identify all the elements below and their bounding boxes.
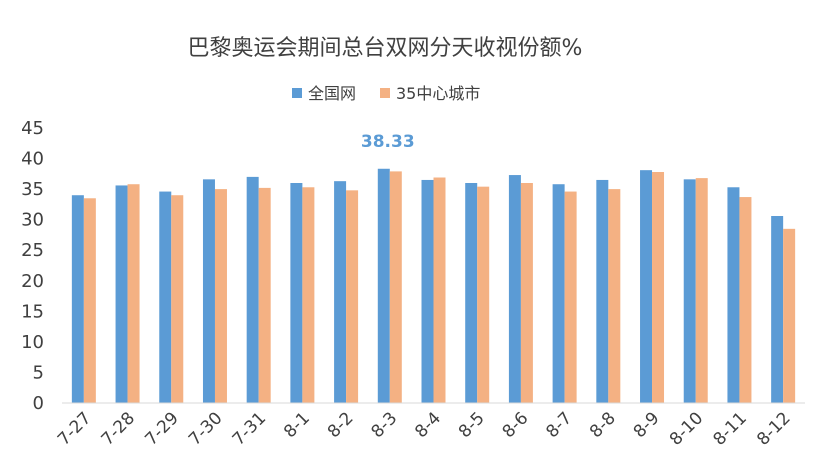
bar xyxy=(171,195,184,403)
bar xyxy=(640,170,653,403)
x-tick-label: 8-4 xyxy=(411,408,445,442)
y-axis: 0 5 10 15 20 25 30 35 40 45 xyxy=(21,118,44,414)
x-tick-label: 8-2 xyxy=(324,408,358,442)
bar xyxy=(739,197,752,403)
x-tick-label: 8-8 xyxy=(586,408,620,442)
bars xyxy=(71,168,796,403)
y-tick-label: 15 xyxy=(21,301,44,322)
bar xyxy=(258,187,271,403)
bar xyxy=(433,177,446,403)
x-tick-label: 8-9 xyxy=(630,408,664,442)
bar xyxy=(246,176,259,403)
chart-title: 巴黎奥运会期间总台双网分天收视份额% xyxy=(188,36,583,61)
data-label: 38.33 xyxy=(361,132,415,152)
bar xyxy=(608,189,621,403)
x-tick-label: 8-3 xyxy=(368,408,402,442)
bar xyxy=(564,191,577,403)
x-tick-label: 7-27 xyxy=(54,408,95,449)
bar xyxy=(115,185,128,403)
bar xyxy=(520,183,533,403)
bar xyxy=(727,187,740,403)
x-tick-label: 8-6 xyxy=(499,408,533,442)
y-tick-label: 30 xyxy=(21,210,44,231)
bar xyxy=(477,186,490,403)
legend-label-national: 全国网 xyxy=(308,84,356,103)
x-tick-label: 7-28 xyxy=(98,408,139,449)
bar xyxy=(302,187,315,403)
bar xyxy=(346,190,359,403)
bar xyxy=(421,179,434,403)
y-tick-label: 10 xyxy=(21,332,44,353)
legend-swatch-national xyxy=(292,88,302,98)
bar xyxy=(783,228,796,403)
x-tick-label: 8-1 xyxy=(280,408,314,442)
x-tick-label: 8-10 xyxy=(666,408,707,449)
bar xyxy=(334,181,347,403)
bar xyxy=(652,172,665,403)
x-axis: 7-27 7-28 7-29 7-30 7-31 8-1 8-2 8-3 8-4 8-5 8-6 8-… xyxy=(54,408,795,449)
bar xyxy=(83,198,96,403)
x-tick-label: 8-7 xyxy=(542,408,576,442)
x-tick-label: 7-30 xyxy=(185,408,226,449)
bar xyxy=(202,179,215,403)
x-tick-label: 7-29 xyxy=(141,408,182,449)
y-tick-label: 5 xyxy=(33,362,44,383)
x-tick-label: 8-12 xyxy=(753,408,794,449)
bar xyxy=(508,175,521,403)
legend-label-35-cities: 35中心城市 xyxy=(396,84,480,103)
bar xyxy=(71,195,84,403)
y-tick-label: 45 xyxy=(21,118,44,139)
y-tick-label: 25 xyxy=(21,240,44,261)
bar xyxy=(596,179,609,403)
bar xyxy=(552,184,565,403)
y-tick-label: 20 xyxy=(21,271,44,292)
y-tick-label: 35 xyxy=(21,179,44,200)
bar xyxy=(695,178,708,403)
x-tick-label: 8-11 xyxy=(710,408,751,449)
x-tick-label: 7-31 xyxy=(229,408,270,449)
x-tick-label: 8-5 xyxy=(455,408,489,442)
bar xyxy=(771,216,784,403)
bar xyxy=(377,168,390,403)
bar xyxy=(683,179,696,403)
bar xyxy=(389,171,402,403)
legend-swatch-35-cities xyxy=(380,88,390,98)
legend: 全国网 35中心城市 xyxy=(292,84,480,103)
y-tick-label: 0 xyxy=(33,393,44,414)
bar xyxy=(465,183,478,403)
y-tick-label: 40 xyxy=(21,149,44,170)
data-labels: 38.33 xyxy=(361,132,415,152)
bar xyxy=(214,189,227,403)
bar xyxy=(159,191,172,403)
bar xyxy=(290,183,303,403)
bar xyxy=(127,184,140,403)
